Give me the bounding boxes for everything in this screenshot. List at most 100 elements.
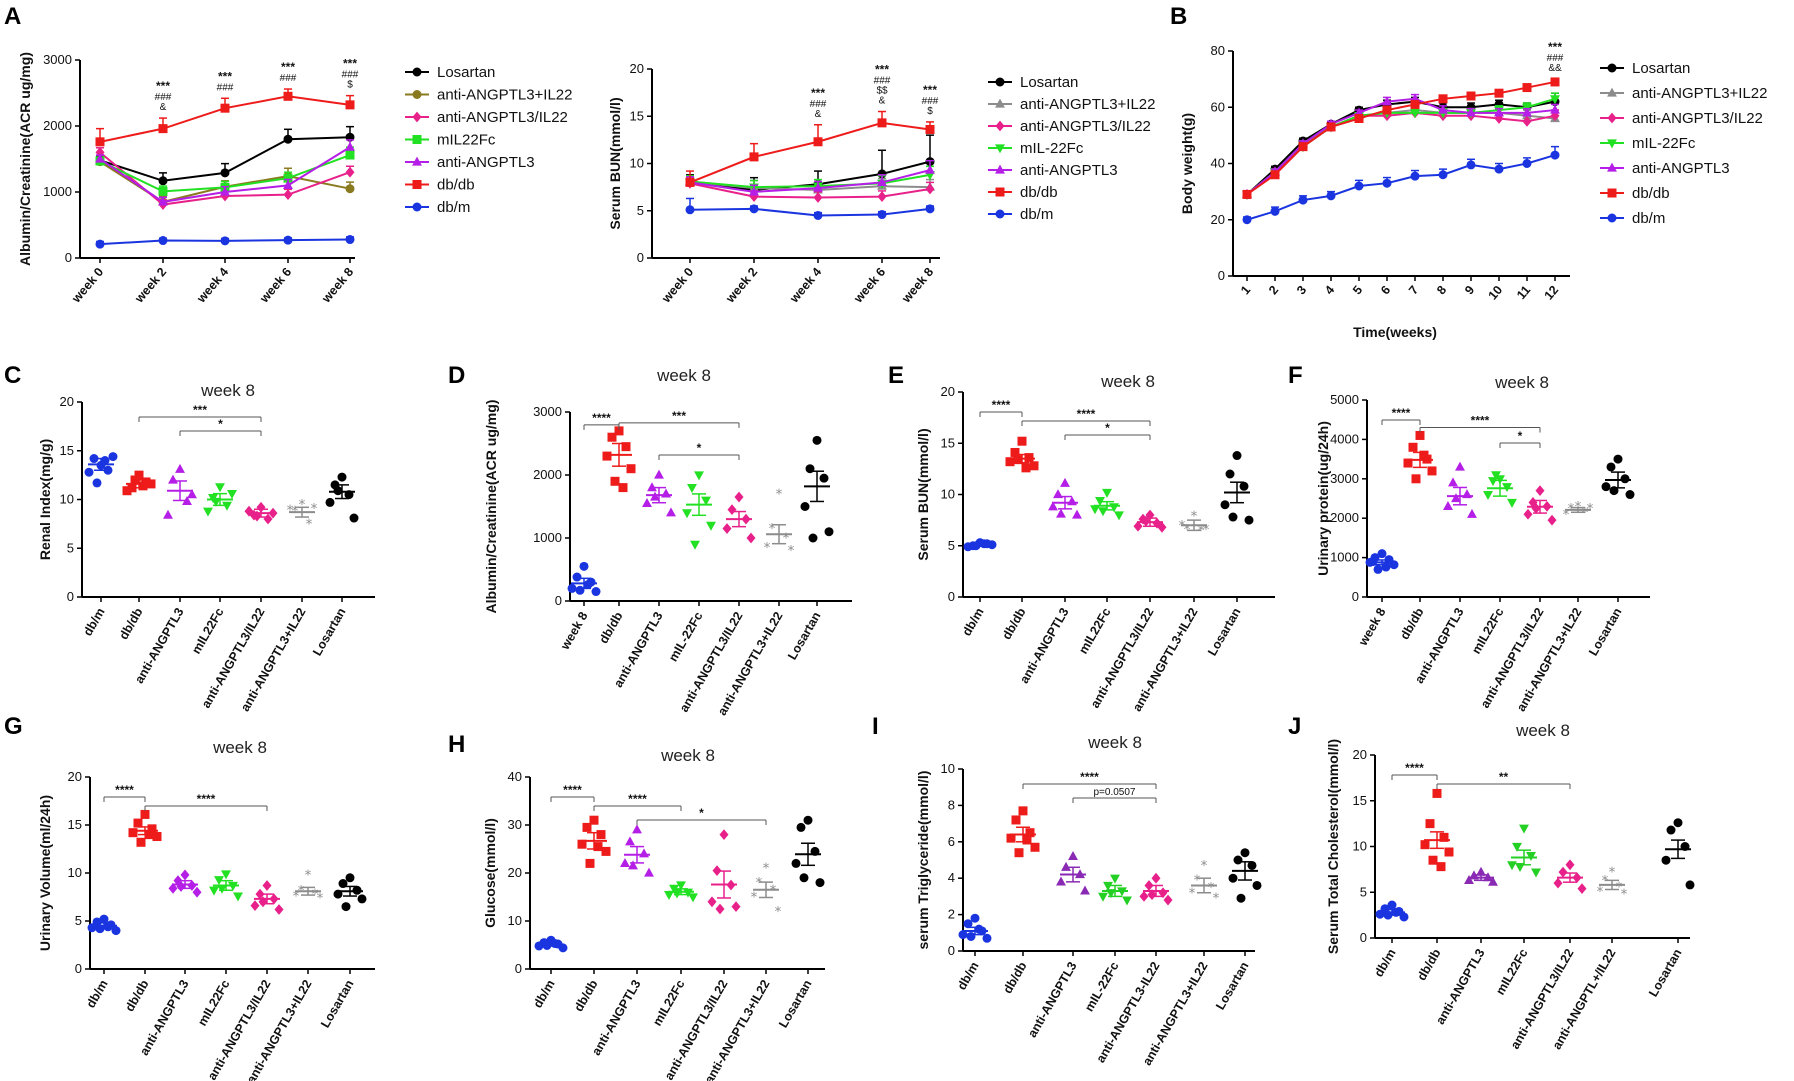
significance-bracket: * — [636, 806, 767, 825]
data-point — [1410, 171, 1420, 181]
legend-marker — [995, 120, 1005, 132]
legend-label: anti-ANGPTL3 — [437, 154, 535, 171]
data-point — [1410, 99, 1420, 109]
y-tick-label: 20 — [941, 384, 955, 399]
data-point — [1098, 892, 1108, 902]
bracket-label: **** — [1471, 413, 1490, 427]
data-point: * — [1201, 858, 1208, 874]
data-point — [815, 878, 825, 888]
data-point — [610, 476, 620, 486]
bracket-label: * — [1518, 429, 1523, 443]
x-category-label: 6 — [1378, 283, 1393, 297]
bracket-label: **** — [628, 792, 647, 806]
data-point — [1408, 442, 1418, 452]
data-point — [925, 204, 935, 214]
group-db/db — [602, 426, 636, 493]
data-point — [1006, 833, 1016, 843]
data-point — [749, 152, 759, 162]
x-category-label: 9 — [1462, 283, 1477, 297]
data-point — [1428, 855, 1438, 865]
data-point — [1550, 104, 1560, 114]
group-db/m — [963, 538, 997, 552]
x-category-label: 8 — [1434, 283, 1449, 297]
data-point — [215, 483, 225, 493]
data-point — [1122, 896, 1132, 906]
panel-label: G — [4, 713, 23, 740]
significance-bracket: **** — [1022, 770, 1157, 789]
series-line — [1246, 97, 1556, 196]
group-mIL22Fc — [1090, 488, 1124, 521]
group-Losartan — [800, 435, 834, 543]
panel-label: I — [872, 713, 879, 740]
data-point — [1448, 477, 1458, 487]
group-anti-ANGPTL3+IL22: ***** — [1179, 509, 1210, 539]
data-point — [140, 809, 150, 819]
data-point — [99, 914, 109, 924]
significance-marker: *** — [343, 57, 357, 71]
significance-marker: $ — [927, 106, 933, 117]
data-point — [1298, 142, 1308, 152]
y-tick-label: 15 — [1353, 793, 1367, 808]
significance-bracket: * — [1499, 429, 1541, 448]
panel-label: J — [1288, 713, 1301, 740]
data-point — [824, 527, 834, 537]
data-point — [220, 190, 230, 202]
bracket-label: **** — [115, 783, 134, 797]
data-point — [1228, 873, 1238, 883]
data-point — [800, 502, 810, 511]
x-category-label: db/db — [571, 977, 600, 1014]
group-anti-ANGPTL3 — [620, 824, 654, 877]
data-point — [625, 836, 635, 846]
data-point — [163, 509, 173, 519]
data-point — [558, 943, 568, 953]
data-point — [345, 141, 355, 151]
data-point — [664, 891, 674, 900]
group-Losartan — [1601, 454, 1635, 500]
significance-bracket: **** — [1419, 413, 1541, 433]
x-category-label: Losartan — [776, 978, 815, 1031]
chart-title: week 8 — [660, 746, 715, 765]
significance-marker: ### — [810, 99, 827, 110]
data-point: * — [1621, 887, 1628, 903]
legend-label: anti-ANGPTL3/IL22 — [437, 109, 568, 126]
data-point — [966, 931, 976, 941]
data-point — [1432, 788, 1442, 798]
data-point — [1102, 488, 1112, 498]
panel-label: D — [448, 362, 465, 389]
group-db/db — [1005, 436, 1039, 473]
x-category-label: week 6 — [851, 265, 889, 306]
data-point: * — [1616, 879, 1623, 895]
data-point — [192, 886, 202, 898]
significance-bracket: * — [1064, 421, 1151, 440]
data-point — [1090, 505, 1100, 515]
legend-label: db/db — [437, 177, 475, 194]
significance-marker: *** — [156, 79, 170, 93]
legend-label: anti-ANGPTL3/IL22 — [1632, 110, 1763, 127]
y-tick-label: 30 — [508, 817, 522, 832]
data-point — [639, 848, 649, 858]
group-db/m — [84, 452, 118, 488]
data-point — [87, 923, 97, 933]
scatter-chart-F: 0 1000 2000 3000 4000 5000 Urinary protein(ug/… — [1315, 373, 1650, 714]
data-point — [220, 103, 230, 113]
panel-label: F — [1288, 362, 1303, 389]
data-point — [1233, 855, 1243, 865]
data-point — [877, 191, 887, 202]
data-point — [734, 491, 744, 503]
data-point — [1494, 88, 1504, 98]
data-point — [579, 561, 589, 571]
data-point — [1410, 109, 1420, 119]
data-point — [567, 583, 577, 593]
data-point — [95, 239, 105, 249]
legend-label: Losartan — [1632, 60, 1690, 77]
data-point — [1151, 872, 1161, 884]
panel-label: H — [448, 731, 465, 758]
series-db/m — [95, 235, 355, 249]
series-mIL-22Fc — [1242, 92, 1560, 200]
panel-label: A — [4, 3, 21, 30]
data-point — [642, 497, 652, 507]
x-category-label: mIL22Fc — [195, 977, 233, 1028]
group-anti-ANGPTL3 — [1464, 866, 1498, 886]
data-point — [274, 904, 284, 915]
